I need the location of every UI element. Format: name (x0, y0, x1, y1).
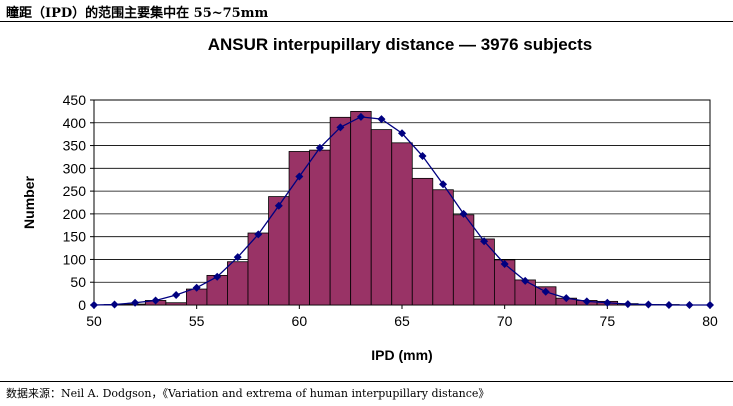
source-note: 数据来源：Neil A. Dodgson，《Variation and extr… (6, 387, 490, 400)
fit-marker (706, 301, 714, 309)
fit-marker (398, 129, 406, 138)
fit-marker (521, 276, 530, 285)
histogram-bar (535, 286, 557, 306)
x-tick-label: 55 (189, 313, 205, 329)
x-tick-label: 65 (394, 313, 410, 329)
top-rule (0, 21, 733, 22)
y-tick-label: 50 (70, 274, 86, 290)
fit-marker (233, 253, 242, 262)
fit-marker (131, 298, 140, 307)
fit-marker (439, 180, 448, 189)
fit-marker (685, 301, 694, 309)
fit-marker (295, 172, 304, 181)
chart-title: ANSUR interpupillary distance — 3976 sub… (208, 35, 593, 54)
y-tick-label: 100 (63, 251, 87, 267)
fit-marker (623, 300, 632, 309)
histogram-bar (165, 302, 187, 306)
fit-marker (315, 143, 324, 152)
bottom-rule (0, 381, 733, 382)
fit-marker (480, 237, 489, 246)
fit-marker (90, 301, 98, 309)
histogram-bar (350, 110, 372, 306)
x-tick-label: 80 (702, 313, 718, 329)
histogram-bar (452, 214, 475, 306)
x-tick-label: 70 (497, 313, 513, 329)
y-tick-label: 400 (63, 115, 87, 131)
fit-marker (644, 300, 653, 309)
y-tick-label: 150 (63, 229, 87, 245)
y-tick-label: 450 (63, 92, 87, 108)
fit-marker (356, 112, 365, 121)
x-tick-label: 75 (600, 313, 616, 329)
histogram-bar (391, 142, 413, 306)
fit-marker (172, 290, 181, 299)
fit-curve (90, 112, 714, 309)
fit-marker (541, 287, 550, 296)
histogram-bar (432, 189, 454, 306)
fit-marker (418, 152, 427, 161)
y-tick-label: 350 (63, 138, 87, 154)
fit-marker (110, 300, 119, 309)
histogram-bar (309, 149, 331, 306)
fit-marker (459, 209, 468, 218)
histogram-bar (329, 116, 352, 306)
fit-marker (603, 298, 612, 307)
fit-marker (377, 115, 386, 124)
x-tick-label: 60 (292, 313, 308, 329)
y-tick-label: 250 (63, 183, 87, 199)
histogram-bar (411, 177, 434, 306)
x-axis-label: IPD (mm) (371, 347, 432, 363)
fit-marker (254, 230, 263, 239)
y-axis-label: Number (21, 176, 37, 229)
fit-marker (151, 296, 160, 305)
figure-caption: 瞳距（IPD）的范围主要集中在 55~75mm (6, 6, 269, 21)
y-tick-label: 300 (63, 160, 87, 176)
fit-marker (582, 297, 591, 306)
x-tick-label: 50 (86, 313, 102, 329)
histogram-bar (227, 261, 249, 306)
fit-marker (664, 301, 673, 309)
fit-marker (274, 201, 283, 210)
histogram-bar (268, 196, 290, 306)
histogram-bar (247, 232, 269, 306)
fit-marker (336, 123, 345, 132)
ipd-histogram-chart: ANSUR interpupillary distance — 3976 sub… (21, 35, 718, 363)
histogram-bar (370, 129, 393, 306)
y-tick-label: 0 (78, 297, 86, 313)
fit-marker (213, 272, 222, 281)
fit-marker (500, 260, 509, 268)
fit-marker (192, 283, 201, 292)
fit-marker (562, 294, 571, 303)
y-tick-label: 200 (63, 206, 87, 222)
